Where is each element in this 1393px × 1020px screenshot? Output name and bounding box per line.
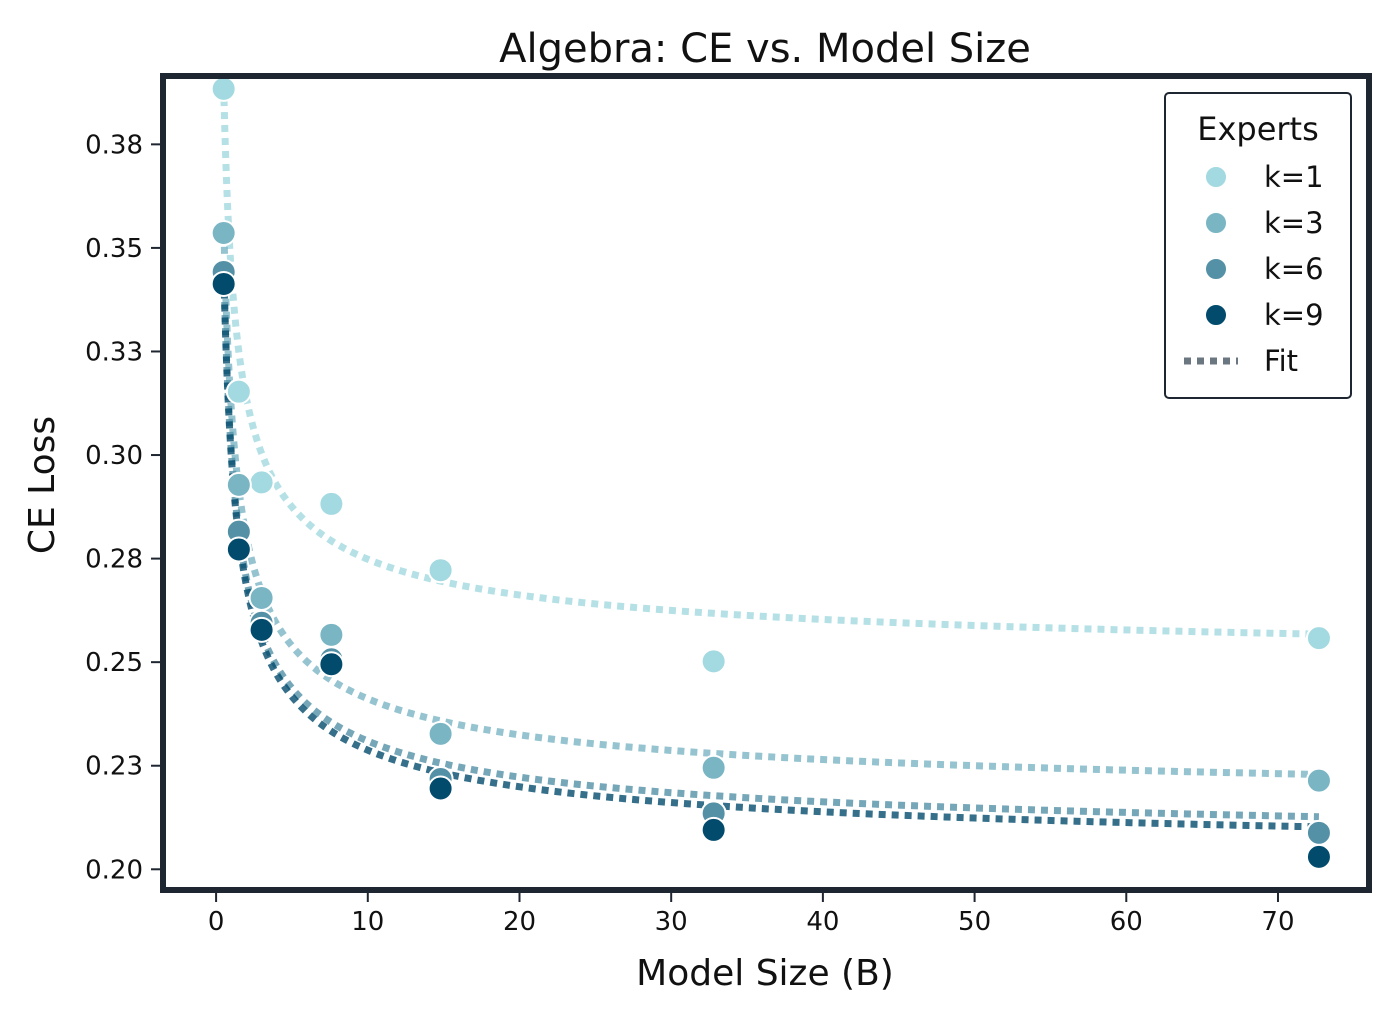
x-tick-label: 70	[1261, 907, 1294, 937]
x-tick-label: 60	[1110, 907, 1143, 937]
y-tick-label: 0.25	[85, 648, 143, 678]
legend-label-k9: k=9	[1264, 298, 1324, 332]
y-tick-label: 0.28	[85, 545, 143, 575]
data-point-k3	[248, 584, 275, 611]
fit-line-k3	[220, 220, 1320, 778]
data-point-k9	[427, 775, 454, 802]
y-tick-label: 0.23	[85, 752, 143, 782]
data-point-k1	[318, 490, 345, 517]
legend-label-k6: k=6	[1264, 252, 1324, 286]
x-tick-label: 30	[655, 907, 688, 937]
legend: Experts k=1 k=3 k=6 k=9 Fit	[1164, 92, 1352, 399]
data-point-k3	[225, 471, 252, 498]
data-point-k9	[318, 651, 345, 678]
legend-label-k3: k=3	[1264, 206, 1324, 240]
legend-marker-k3	[1204, 211, 1228, 235]
data-point-k1	[210, 75, 237, 102]
data-point-k6	[1305, 819, 1332, 846]
y-tick-label: 0.33	[85, 337, 143, 367]
plot-frame	[160, 73, 1372, 893]
data-point-k9	[225, 536, 252, 563]
fit-line-k9	[220, 265, 1320, 831]
data-point-k1	[225, 378, 252, 405]
chart-title: Algebra: CE vs. Model Size	[499, 26, 1031, 72]
data-point-k1	[700, 648, 727, 675]
y-tick-label: 0.30	[85, 441, 143, 471]
data-point-k9	[1305, 843, 1332, 870]
legend-label-fit: Fit	[1264, 344, 1298, 378]
y-axis-label: CE Loss	[22, 416, 63, 554]
axis-ticks: 0 10 20 30 40 50 60 70 0.20 0.23 0.25 0.28 0.30 0.33 0…	[85, 130, 1294, 937]
data-point-k9	[210, 270, 237, 297]
fit-line-k6	[220, 263, 1320, 821]
y-tick-label: 0.35	[85, 234, 143, 264]
fit-line-k1	[220, 85, 1320, 638]
data-point-k3	[1305, 767, 1332, 794]
legend-label-k1: k=1	[1264, 160, 1324, 194]
legend-title: Experts	[1197, 110, 1319, 148]
data-point-k3	[700, 754, 727, 781]
x-tick-label: 20	[503, 907, 536, 937]
x-axis-label: Model Size (B)	[636, 953, 894, 994]
legend-marker-k9	[1204, 303, 1228, 327]
data-point-k1	[427, 557, 454, 584]
data-point-k3	[427, 720, 454, 747]
data-point-k9	[700, 816, 727, 843]
data-point-k3	[318, 621, 345, 648]
x-tick-label: 10	[351, 907, 384, 937]
x-tick-label: 40	[806, 907, 839, 937]
legend-marker-k6	[1204, 257, 1228, 281]
data-point-k9	[248, 616, 275, 643]
plot-area	[210, 75, 1332, 870]
x-tick-label: 0	[208, 907, 225, 937]
data-point-k3	[210, 220, 237, 246]
data-point-k1	[248, 469, 275, 496]
x-tick-label: 50	[958, 907, 991, 937]
legend-marker-k1	[1204, 165, 1228, 189]
y-tick-label: 0.38	[85, 130, 143, 160]
legend-items: k=1 k=3 k=6 k=9 Fit	[1184, 160, 1324, 378]
data-point-k1	[1305, 625, 1332, 652]
y-tick-label: 0.20	[85, 855, 143, 885]
